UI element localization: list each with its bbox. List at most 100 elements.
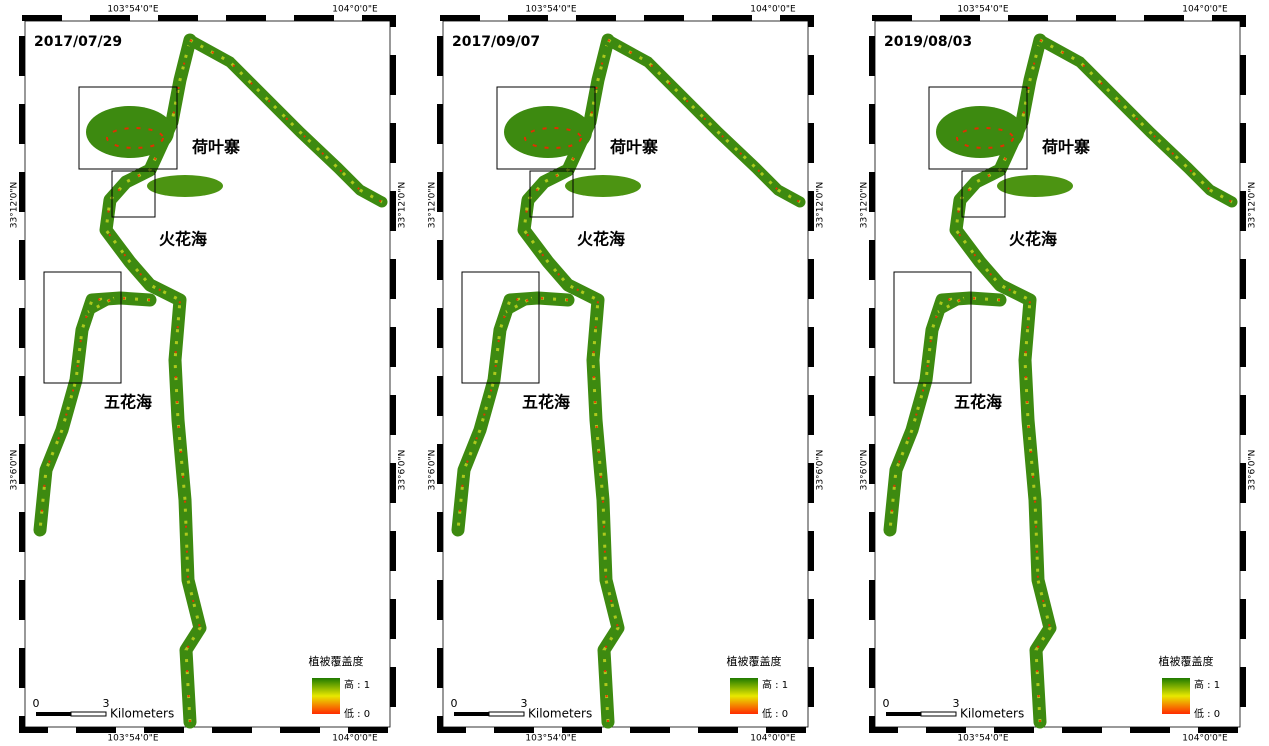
highlight-box — [78, 86, 178, 170]
longitude-label: 104°0'0"E — [750, 5, 796, 15]
longitude-label: 103°54'0"E — [525, 734, 576, 744]
place-label: 火花海 — [1009, 230, 1057, 249]
scale-end: 3 — [521, 697, 528, 710]
side-lobe — [147, 175, 223, 197]
highlight-box — [43, 271, 122, 384]
panel-date: 2019/08/03 — [884, 34, 972, 50]
latitude-label: 33°12'0"N — [428, 182, 438, 228]
place-label: 荷叶寨 — [192, 138, 240, 157]
river-vegetation — [451, 291, 575, 537]
latitude-label: 33°12'0"N — [1248, 182, 1258, 228]
legend-low: 低 : 0 — [344, 707, 370, 720]
river-texture — [189, 38, 383, 204]
scale-unit: Kilometers — [960, 707, 1024, 721]
legend-title: 植被覆盖度 — [309, 654, 364, 668]
place-label: 火花海 — [159, 230, 207, 249]
place-label: 五花海 — [954, 393, 1002, 412]
legend-high: 高 : 1 — [762, 678, 788, 691]
scale-bar-white — [488, 711, 525, 717]
latitude-label: 33°6'0"N — [428, 450, 438, 491]
river-texture — [87, 298, 111, 314]
scale-bar-black — [36, 712, 71, 716]
longitude-label: 104°0'0"E — [1182, 5, 1228, 15]
legend-high: 高 : 1 — [344, 678, 370, 691]
place-label: 火花海 — [577, 230, 625, 249]
legend-title: 植被覆盖度 — [727, 654, 782, 668]
river-texture — [607, 38, 801, 204]
map-frame — [19, 15, 396, 733]
longitude-label: 104°0'0"E — [750, 734, 796, 744]
legend-high: 高 : 1 — [1194, 678, 1220, 691]
scale-end: 3 — [103, 697, 110, 710]
map-border — [874, 20, 1241, 728]
latitude-label: 33°6'0"N — [10, 450, 20, 491]
highlight-box — [928, 86, 1028, 170]
highlight-box — [961, 170, 1006, 218]
river-vegetation — [949, 33, 1057, 729]
latitude-label: 33°12'0"N — [860, 182, 870, 228]
scale-end: 3 — [953, 697, 960, 710]
latitude-label: 33°6'0"N — [398, 450, 408, 491]
latitude-label: 33°12'0"N — [398, 182, 408, 228]
place-label: 荷叶寨 — [610, 138, 658, 157]
highlight-box — [529, 170, 574, 218]
longitude-label: 103°54'0"E — [957, 5, 1008, 15]
lobe-texture — [956, 127, 1014, 149]
river-texture — [1039, 38, 1233, 204]
latitude-label: 33°6'0"N — [816, 450, 826, 491]
legend-ramp — [312, 678, 340, 714]
river-texture — [505, 298, 529, 314]
scale-start: 0 — [33, 697, 40, 710]
place-label: 五花海 — [104, 393, 152, 412]
highlight-box — [461, 271, 540, 384]
legend-ramp — [730, 678, 758, 714]
heyezhai-lobe — [936, 106, 1024, 158]
heyezhai-lobe — [504, 106, 592, 158]
highlight-box — [893, 271, 972, 384]
latitude-label: 33°6'0"N — [860, 450, 870, 491]
panel-date: 2017/07/29 — [34, 34, 122, 50]
longitude-label: 103°54'0"E — [525, 5, 576, 15]
scale-unit: Kilometers — [110, 707, 174, 721]
map-border — [24, 20, 391, 728]
longitude-label: 103°54'0"E — [957, 734, 1008, 744]
scale-bar-black — [454, 712, 489, 716]
scale-bar-black — [886, 712, 921, 716]
river-texture — [937, 298, 961, 314]
scale-bar-white — [70, 711, 107, 717]
river-vegetation — [883, 291, 1007, 537]
scale-bar-white — [920, 711, 957, 717]
longitude-label: 104°0'0"E — [1182, 734, 1228, 744]
legend-ramp — [1162, 678, 1190, 714]
legend-low: 低 : 0 — [1194, 707, 1220, 720]
legend-title: 植被覆盖度 — [1159, 654, 1214, 668]
river-vegetation — [517, 33, 625, 729]
latitude-label: 33°12'0"N — [10, 182, 20, 228]
panel-date: 2017/09/07 — [452, 34, 540, 50]
map-frame — [869, 15, 1246, 733]
scale-start: 0 — [883, 697, 890, 710]
scale-unit: Kilometers — [528, 707, 592, 721]
river-vegetation — [33, 291, 157, 537]
longitude-label: 104°0'0"E — [332, 5, 378, 15]
lobe-texture — [524, 127, 582, 149]
longitude-label: 103°54'0"E — [107, 5, 158, 15]
side-lobe — [565, 175, 641, 197]
place-label: 荷叶寨 — [1042, 138, 1090, 157]
place-label: 五花海 — [522, 393, 570, 412]
heyezhai-lobe — [86, 106, 174, 158]
latitude-label: 33°6'0"N — [1248, 450, 1258, 491]
map-frame — [437, 15, 814, 733]
legend-low: 低 : 0 — [762, 707, 788, 720]
latitude-label: 33°12'0"N — [816, 182, 826, 228]
longitude-label: 103°54'0"E — [107, 734, 158, 744]
map-border — [442, 20, 809, 728]
scale-start: 0 — [451, 697, 458, 710]
side-lobe — [997, 175, 1073, 197]
river-vegetation — [99, 33, 207, 729]
